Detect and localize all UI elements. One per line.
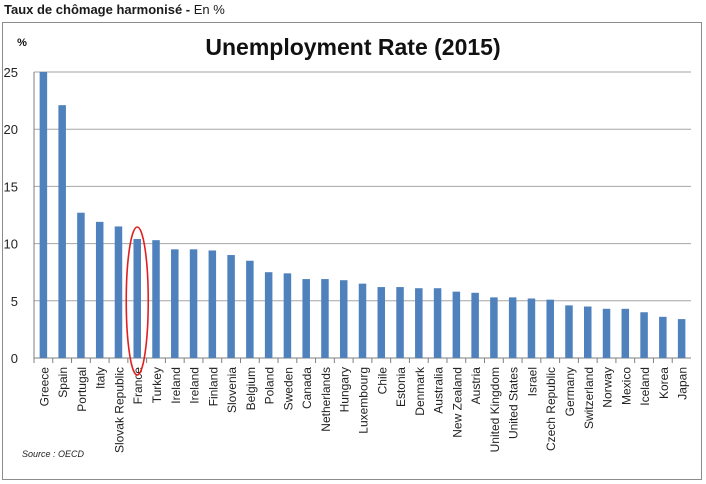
- bar: [621, 308, 630, 358]
- x-tick-label: Germany: [563, 367, 577, 416]
- bar: [659, 316, 667, 358]
- x-tick-label: Turkey: [150, 367, 164, 403]
- bar: [546, 299, 554, 358]
- x-tick-label: Hungary: [338, 367, 352, 412]
- x-tick-label: Slovenia: [225, 367, 239, 413]
- x-tick-label: Luxembourg: [357, 367, 371, 434]
- source-note: Source : OECD: [22, 449, 85, 459]
- x-tick-label: Portugal: [75, 367, 89, 412]
- bar: [452, 291, 461, 358]
- header-title-rest: En %: [190, 2, 225, 17]
- x-tick-label: Australia: [432, 367, 446, 414]
- chart-title: Unemployment Rate (2015): [205, 34, 500, 60]
- x-tick-label: United States: [507, 367, 521, 439]
- y-tick-label: 20: [4, 122, 18, 137]
- bar: [396, 287, 404, 358]
- bar: [227, 255, 235, 358]
- x-tick-label: Switzerland: [582, 367, 596, 429]
- bar: [171, 249, 179, 358]
- x-tick-label: Italy: [94, 367, 108, 389]
- bar: [152, 240, 160, 358]
- bar: [527, 298, 536, 358]
- bar: [77, 212, 85, 358]
- y-tick-label: 25: [4, 65, 18, 80]
- x-tick-label: Slovak Republic: [112, 367, 126, 453]
- y-tick-label: 15: [4, 179, 18, 194]
- x-tick-label: Austria: [469, 367, 483, 405]
- x-tick-label: Finland: [206, 367, 220, 406]
- x-tick-label: Czech Republic: [544, 367, 558, 451]
- x-tick-label: Poland: [263, 367, 277, 404]
- x-tick-label: Norway: [601, 367, 615, 408]
- x-tick-label: Belgium: [244, 367, 258, 410]
- y-axis-unit-label: %: [17, 37, 27, 49]
- x-tick-label: United Kingdom: [488, 367, 502, 452]
- x-tick-label: France: [131, 367, 145, 405]
- highlight-ellipse: [125, 226, 150, 376]
- x-tick-label: Ireland: [188, 367, 202, 404]
- x-tick-label: Iceland: [638, 367, 652, 406]
- x-tick-label: Ireland: [169, 367, 183, 404]
- x-tick-label: Canada: [300, 367, 314, 409]
- bar: [133, 239, 141, 358]
- bar: [377, 287, 386, 358]
- x-tick-label: Netherlands: [319, 367, 333, 432]
- bar: [433, 288, 442, 358]
- y-tick-label: 10: [4, 237, 18, 252]
- x-tick-label: Chile: [375, 367, 389, 395]
- bar: [58, 105, 66, 359]
- bar: [321, 279, 329, 358]
- bar: [208, 250, 217, 358]
- x-tick-label: Greece: [37, 367, 51, 407]
- bar: [584, 306, 592, 358]
- bar: [246, 260, 254, 358]
- bar: [358, 283, 367, 358]
- bar: [189, 249, 198, 358]
- bar: [302, 279, 310, 358]
- x-tick-label: Israel: [525, 367, 539, 396]
- bar: [565, 305, 573, 358]
- bar: [677, 319, 686, 358]
- header-title-bold: Taux de chômage harmonisé -: [4, 2, 191, 17]
- bar: [283, 273, 292, 358]
- x-tick-label: Denmark: [413, 366, 427, 416]
- bar: [490, 297, 498, 358]
- x-tick-label: Japan: [676, 367, 690, 400]
- page-header: Taux de chômage harmonisé - En %: [4, 2, 225, 17]
- bar: [339, 280, 348, 358]
- x-tick-label: Mexico: [619, 367, 633, 405]
- bar: [95, 221, 104, 358]
- bar: [602, 308, 611, 358]
- bar: [39, 72, 48, 358]
- bar: [415, 288, 423, 358]
- bar: [471, 292, 479, 358]
- x-tick-label: Sweden: [281, 367, 295, 410]
- y-tick-label: 0: [11, 351, 18, 366]
- bar: [508, 297, 517, 358]
- x-tick-label: New Zealand: [450, 367, 464, 438]
- x-tick-label: Korea: [657, 367, 671, 399]
- y-tick-label: 5: [11, 294, 18, 309]
- x-tick-label: Estonia: [394, 367, 408, 407]
- bar: [114, 226, 123, 358]
- x-tick-label: Spain: [56, 367, 70, 398]
- bar: [640, 312, 648, 358]
- bar: [264, 272, 273, 358]
